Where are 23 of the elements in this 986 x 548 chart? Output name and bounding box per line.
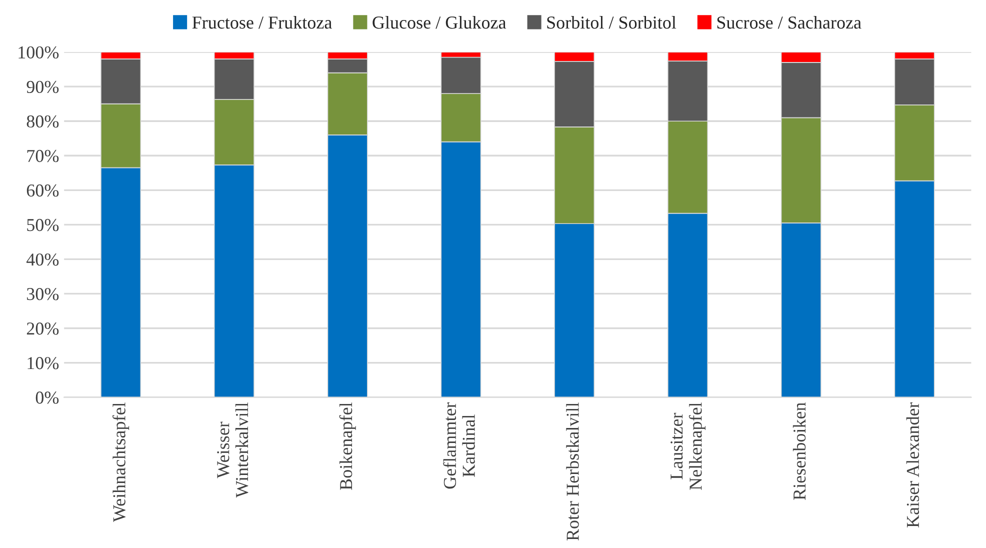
x-tick-label: Weihnachtsapfel — [112, 402, 130, 522]
y-tick-label: 50% — [27, 218, 59, 232]
legend-label: Fructose / Fruktoza — [192, 16, 332, 29]
legend-label: Sucrose / Sacharoza — [717, 16, 862, 29]
y-tick-label: 100% — [18, 46, 59, 59]
y-tick-label: 90% — [26, 80, 59, 94]
x-tick-label: Riesenboiken — [792, 402, 806, 500]
y-tick-label: 70% — [27, 150, 59, 162]
x-tick-label: Geflammter Kardinal — [443, 402, 475, 489]
y-tick-label: 0% — [36, 392, 59, 404]
x-tick-label: Kaiser Alexander — [906, 402, 920, 528]
x-tick-label: Weisser Winterkalvill — [217, 402, 248, 498]
x-tick-label: Lausitzer Nelkenapfel — [670, 402, 706, 490]
x-tick-label: Boikenapfel — [339, 402, 356, 490]
legend-label: Sorbitol / Sorbitol — [547, 16, 676, 29]
legend-label: Glucose / Glukoza — [372, 16, 506, 29]
y-tick-label: 80% — [26, 115, 59, 128]
y-tick-label: 30% — [26, 288, 59, 300]
y-tick-label: 10% — [28, 357, 59, 370]
y-tick-label: 20% — [26, 322, 59, 335]
y-tick-label: 60% — [26, 184, 59, 197]
x-tick-label: Roter Herbstkalvill — [566, 402, 579, 541]
y-tick-label: 40% — [26, 253, 59, 266]
